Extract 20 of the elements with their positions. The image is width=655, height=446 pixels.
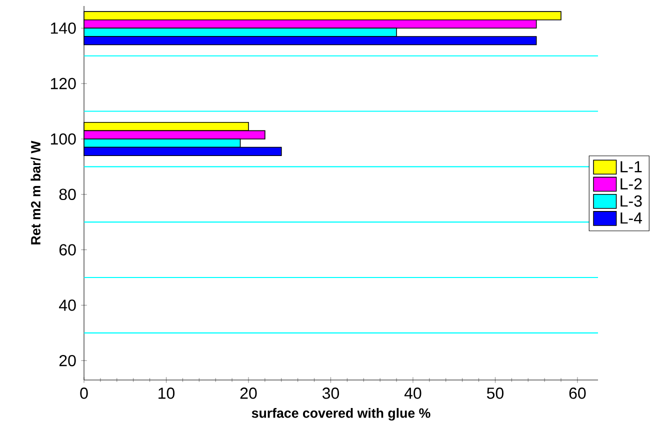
y-tick-label: 20 [59, 354, 76, 366]
legend-label: L-3 [620, 195, 642, 207]
x-tick-label: 40 [404, 388, 422, 399]
y-tick-label: 120 [50, 78, 76, 90]
y-tick-label: 140 [50, 22, 76, 34]
legend-label: L-2 [620, 178, 642, 190]
y-tick-label: 40 [59, 300, 76, 311]
y-tick-label: 60 [59, 244, 76, 256]
y-axis-title: Ret m2 m bar/ W [30, 140, 41, 244]
y-tick-label: 80 [59, 188, 76, 200]
y-tick-label: 100 [50, 133, 76, 145]
legend-label: L-4 [620, 212, 642, 224]
x-tick-label: 10 [158, 388, 175, 399]
x-tick-label: 50 [486, 388, 504, 399]
x-tick-label: 0 [80, 388, 88, 399]
x-tick-label: 60 [569, 388, 586, 399]
legend-label: L-1 [620, 161, 642, 172]
x-tick-label: 20 [240, 388, 257, 399]
x-tick-label: 30 [322, 388, 340, 399]
x-axis-title: surface covered with glue % [252, 408, 430, 421]
